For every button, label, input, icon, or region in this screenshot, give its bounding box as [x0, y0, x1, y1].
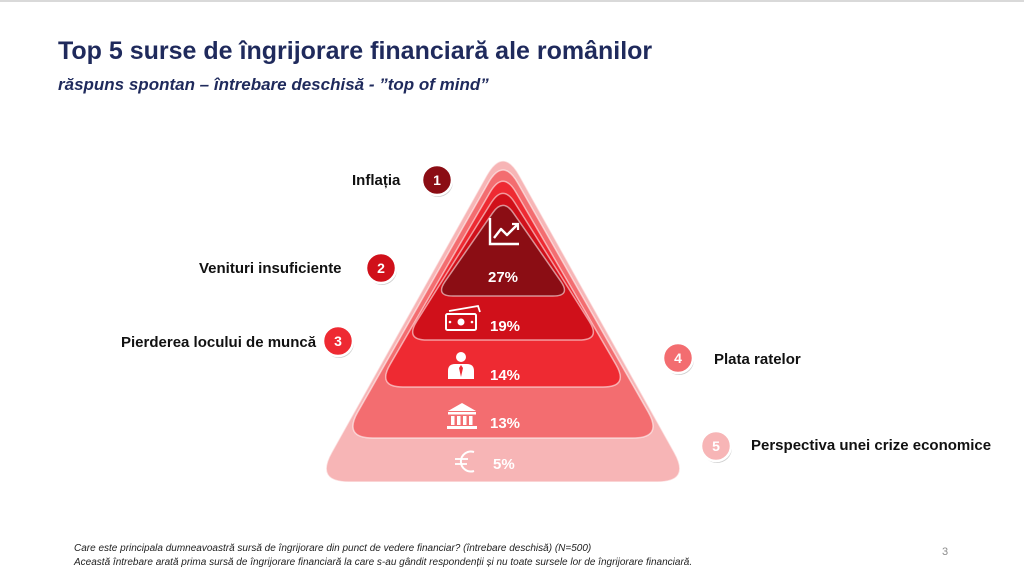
rank-badge-5: 5 — [699, 429, 733, 463]
rank-number-4: 4 — [674, 350, 682, 366]
value-label-2: 19% — [490, 318, 520, 335]
rank-number-2: 2 — [377, 260, 385, 276]
euro-icon — [455, 450, 475, 473]
value-label-3: 14% — [490, 367, 520, 384]
rank-badge-4: 4 — [661, 341, 695, 375]
category-label-5: Perspectiva unei crize economice — [751, 437, 992, 454]
pyramid-layer-1 — [440, 204, 566, 297]
rank-badge-2: 2 — [364, 251, 398, 285]
category-label-4: Plata ratelor — [714, 351, 801, 368]
footnote-note: Această întrebare arată prima sursă de î… — [74, 557, 693, 568]
rank-number-5: 5 — [712, 438, 720, 454]
category-label-3: Pierderea locului de muncă — [121, 334, 317, 351]
category-label-1: Inflația — [352, 172, 401, 189]
value-label-5: 5% — [493, 456, 515, 473]
category-label-2: Venituri insuficiente — [199, 260, 342, 277]
value-label-1: 27% — [488, 269, 518, 286]
bank-icon — [447, 403, 477, 429]
rank-number-1: 1 — [433, 172, 441, 188]
page-title: Top 5 surse de îngrijorare financiară al… — [58, 37, 653, 65]
rank-badge-3: 3 — [321, 324, 355, 358]
top-divider — [0, 0, 1024, 2]
page-subtitle: răspuns spontan – întrebare deschisă - ”… — [58, 75, 489, 94]
page-number: 3 — [942, 546, 949, 558]
value-label-4: 13% — [490, 415, 520, 432]
money-bill-icon — [445, 304, 481, 331]
footnote-question: Care este principala dumneavoastră sursă… — [74, 543, 592, 554]
rank-number-3: 3 — [334, 333, 342, 349]
person-tie-icon — [448, 352, 474, 379]
rank-badge-1: 1 — [420, 163, 454, 197]
trend-chart-icon — [488, 218, 520, 246]
